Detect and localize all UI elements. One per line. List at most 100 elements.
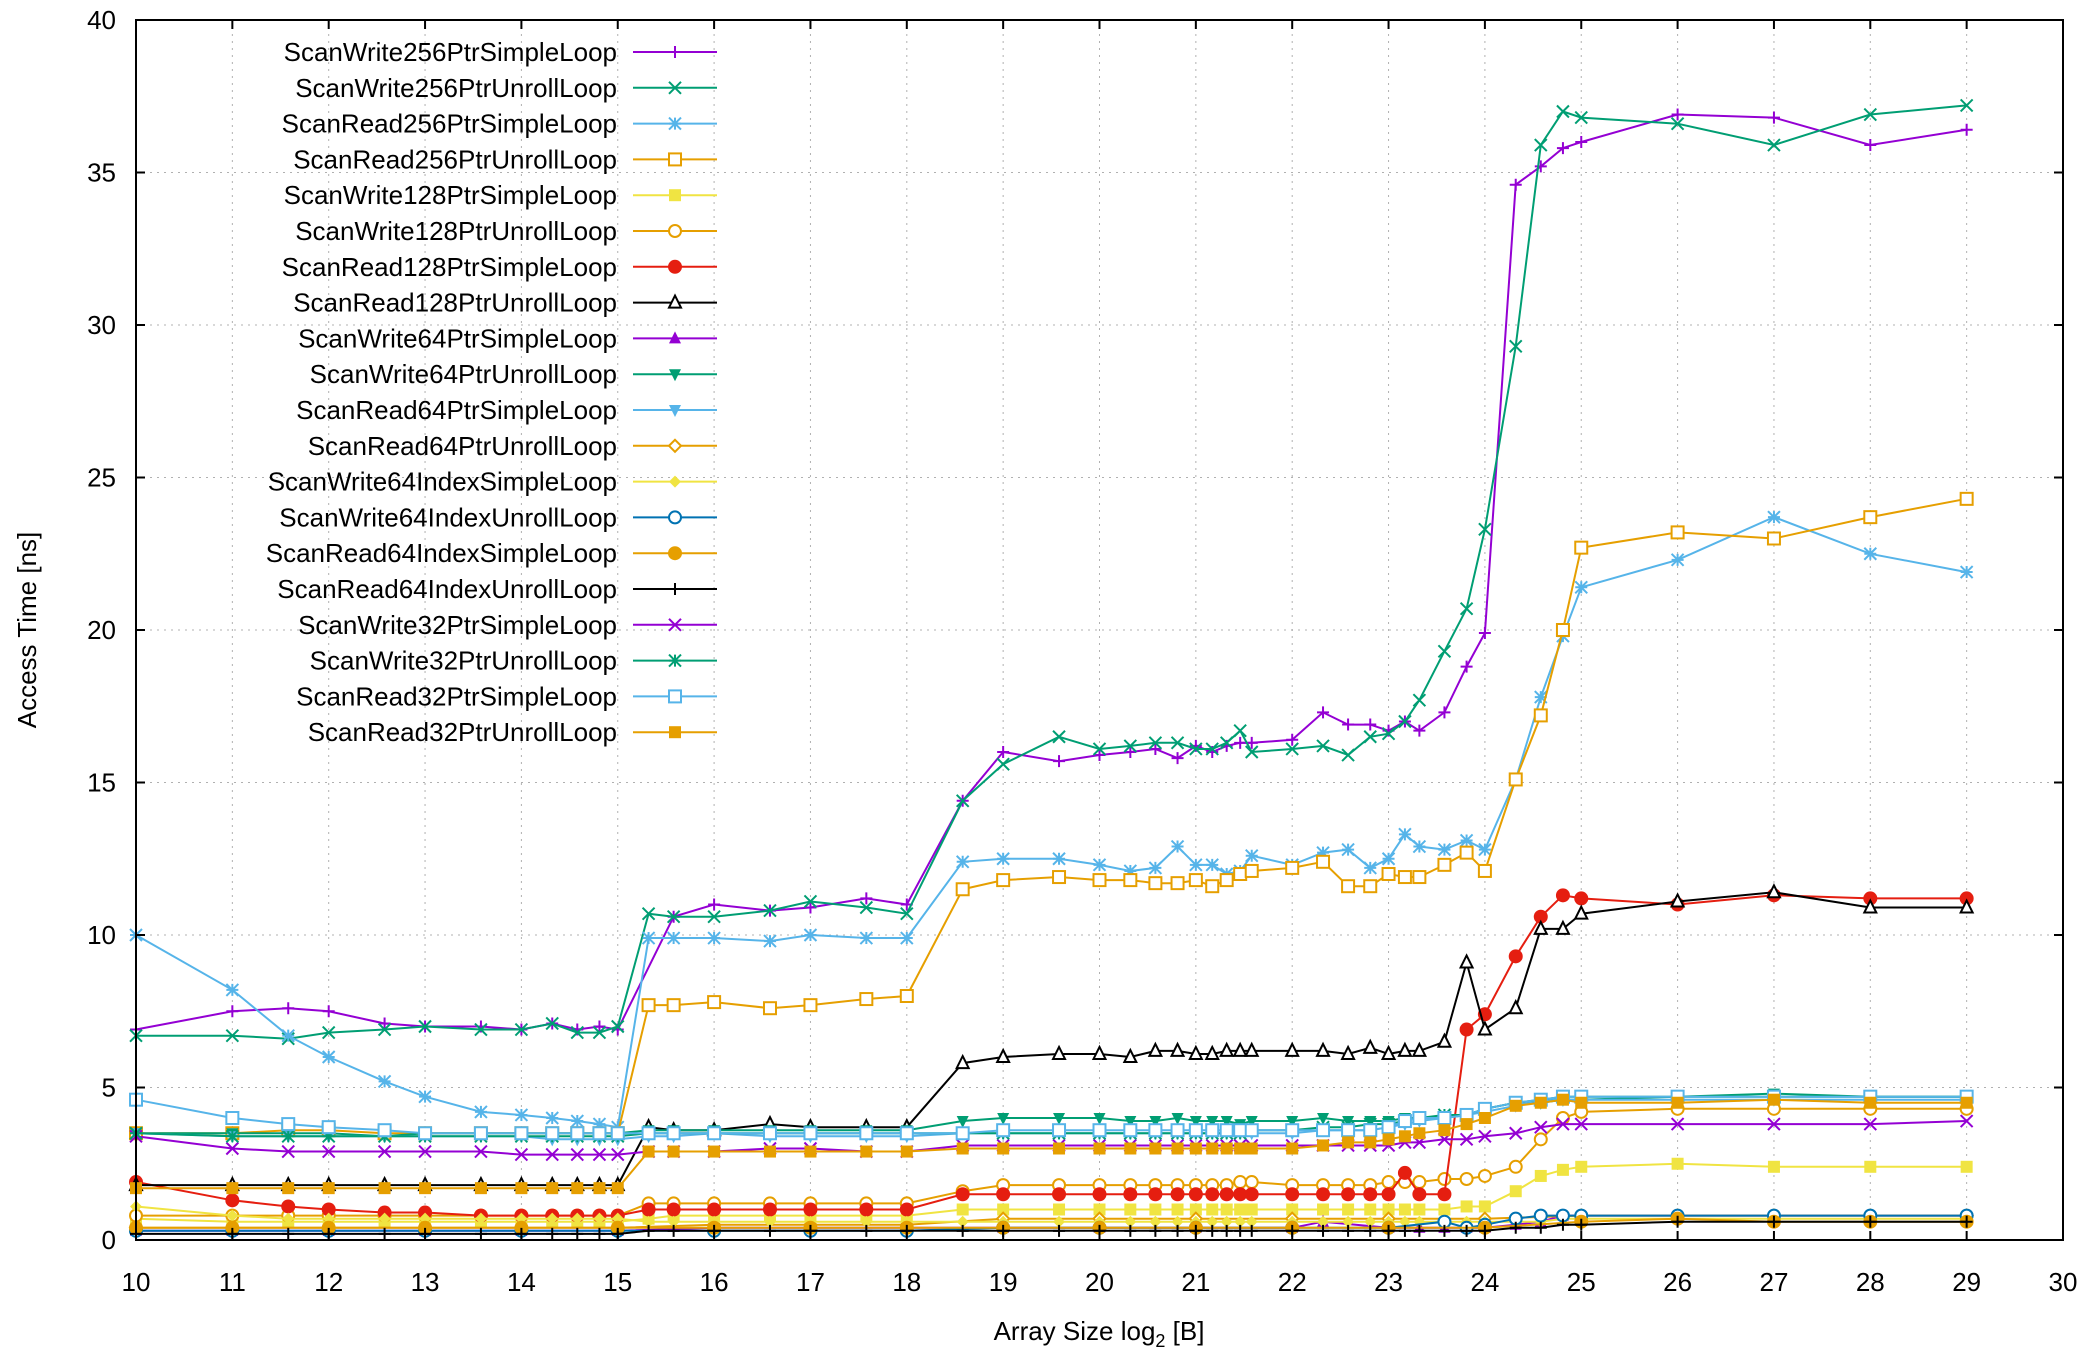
legend-marker [668,618,682,632]
x-axis-title-main: Array Size log [994,1316,1156,1346]
data-point [281,1199,296,1214]
data-point [1148,861,1163,875]
data-point [1459,1172,1474,1186]
data-point [1509,339,1523,354]
data-point [321,1129,336,1144]
data-point [281,1028,295,1043]
data-point [1382,1203,1395,1216]
data-point [1316,739,1330,753]
data-point [1437,1187,1452,1202]
data-point [1053,1224,1066,1237]
legend-entry: ScanWrite256PtrSimpleLoop [284,37,717,67]
data-point [1534,1096,1547,1109]
data-point [1959,898,1975,914]
data-point [1363,879,1378,894]
data-point [225,1141,240,1156]
data-point [545,1016,559,1031]
data-point [1170,839,1185,854]
data-point [1206,1215,1219,1228]
data-point [1363,861,1377,875]
legend-marker [668,653,682,668]
data-point [570,1025,584,1040]
data-point [610,1126,625,1141]
data-point [1232,1041,1248,1057]
data-point [473,1126,488,1141]
data-point [708,898,721,911]
data-point [955,882,970,897]
series-ScanWrite64IndexUnrollLoop [129,1208,1974,1238]
data-point [1478,842,1492,857]
data-point [281,1129,295,1144]
data-point [1381,852,1396,866]
data-point [763,1145,776,1158]
data-point [955,1187,970,1202]
y-tick-label: 30 [87,310,116,340]
data-point [763,903,777,918]
data-point [1575,1218,1588,1231]
data-point [1284,1041,1300,1057]
data-point [322,1182,335,1195]
data-point [803,1126,818,1141]
data-point [641,1202,656,1217]
data-point [1555,888,1570,903]
data-point [514,1022,529,1037]
data-point [1477,1020,1493,1036]
legend-label: ScanWrite64IndexUnrollLoop [279,502,617,532]
data-point [1478,1129,1492,1144]
data-point [1533,919,1549,935]
data-point [1234,1224,1247,1237]
data-point [1556,1218,1569,1231]
data-point [571,1227,584,1240]
data-point [1205,1187,1220,1202]
data-point [1508,772,1523,787]
data-point [321,1050,336,1064]
data-point [1124,1116,1137,1129]
data-point [1862,898,1878,914]
data-point [1533,1208,1548,1223]
legend-marker [669,726,681,739]
data-point [1381,1175,1396,1190]
data-point [859,1202,874,1217]
data-point [1149,1116,1162,1129]
series-layer [128,98,1975,1240]
data-point [546,1182,559,1195]
data-point [666,909,681,924]
data-point [1397,870,1412,885]
data-point [1149,1203,1162,1216]
data-point [1556,1163,1569,1176]
data-point [377,1022,392,1037]
data-point [418,1205,433,1220]
legend-entry: ScanRead64PtrSimpleLoop [296,395,717,425]
data-point [641,1126,656,1141]
data-point [1188,1044,1204,1060]
data-point [1364,1136,1377,1149]
data-point [1478,627,1491,640]
data-point [546,1227,559,1240]
data-point [1189,1203,1202,1216]
data-point [1234,736,1247,749]
data-point [418,1126,433,1141]
data-point [1316,1187,1331,1202]
data-point [593,1182,606,1195]
data-point [1051,1044,1067,1060]
data-point [763,934,777,948]
data-point [1052,1123,1067,1138]
data-point [1864,1096,1877,1109]
data-point [1575,1096,1588,1109]
data-point [1233,1175,1248,1190]
data-point [1397,1114,1412,1129]
data-point [1316,1123,1331,1138]
data-point [1460,1224,1473,1237]
series-ScanWrite256PtrUnrollLoop [129,98,1974,1046]
data-point [1244,1175,1259,1190]
data-point [1767,1215,1780,1228]
data-point [1147,1041,1163,1057]
data-point [321,1220,336,1235]
data-point [1412,693,1427,707]
data-point [1342,1215,1355,1228]
data-point [997,1203,1010,1216]
data-point [860,892,873,905]
data-point [1342,718,1355,731]
data-point [1438,706,1451,719]
data-point [1206,1116,1219,1129]
